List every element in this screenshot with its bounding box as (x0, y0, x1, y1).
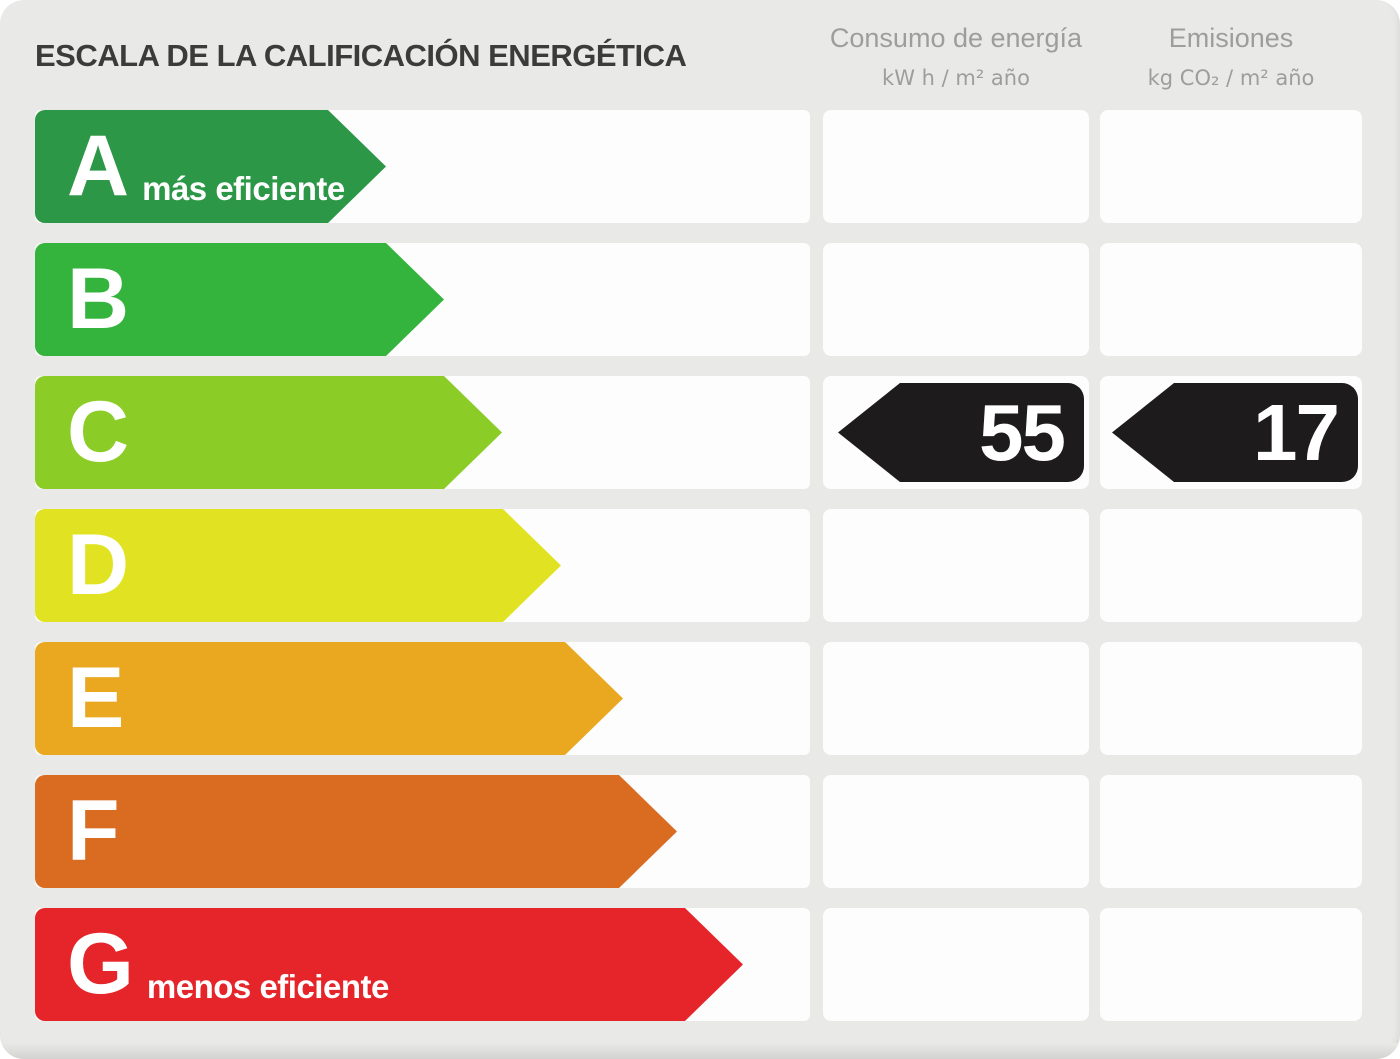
rating-letter: D (67, 516, 128, 613)
rating-letter: G (67, 915, 132, 1012)
rating-row: E (35, 642, 1362, 755)
consumo-cell (823, 775, 1089, 888)
rating-letter: F (67, 782, 118, 879)
rating-row: D (35, 509, 1362, 622)
rating-row: B (35, 243, 1362, 356)
emisiones-column-header: Emisiones kg CO₂ / m² año (1100, 23, 1362, 90)
rating-row: A más eficiente (35, 110, 1362, 223)
consumo-cell (823, 642, 1089, 755)
rating-letter: E (67, 649, 123, 746)
rating-bar: C (35, 376, 502, 489)
rating-letter: C (67, 383, 128, 480)
emisiones-column-label: Emisiones (1168, 23, 1294, 53)
consumo-cell (823, 509, 1089, 622)
rating-letter: A (67, 117, 128, 214)
rating-row: F (35, 775, 1362, 888)
rating-bar: E (35, 642, 623, 755)
emisiones-value: 17 (1253, 387, 1340, 477)
consumo-column-unit: kW h / m² año (882, 65, 1030, 90)
emisiones-cell (1100, 642, 1362, 755)
emisiones-cell (1100, 775, 1362, 888)
rating-row: C 55 17 (35, 376, 1362, 489)
rating-bar: A más eficiente (35, 110, 386, 223)
rating-bar: F (35, 775, 677, 888)
emisiones-cell (1100, 110, 1362, 223)
consumo-column-header: Consumo de energía kW h / m² año (823, 23, 1089, 90)
consumo-cell (823, 908, 1089, 1021)
rating-bar: D (35, 509, 561, 622)
consumo-cell (823, 243, 1089, 356)
rating-bar: B (35, 243, 444, 356)
rating-bar: G menos eficiente (35, 908, 743, 1021)
emisiones-column-unit: kg CO₂ / m² año (1147, 65, 1315, 90)
page-title: ESCALA DE LA CALIFICACIÓN ENERGÉTICA (35, 38, 687, 73)
rating-note: más eficiente (142, 170, 345, 207)
emisiones-cell (1100, 908, 1362, 1021)
emisiones-cell (1100, 509, 1362, 622)
consumo-cell (823, 110, 1089, 223)
rating-row: G menos eficiente (35, 908, 1362, 1021)
rating-rows: A más eficiente B C 55 17 D E (35, 110, 1362, 1041)
emisiones-cell (1100, 243, 1362, 356)
consumo-column-label: Consumo de energía (829, 23, 1083, 53)
rating-letter: B (67, 250, 128, 347)
consumo-value: 55 (979, 387, 1066, 477)
rating-note: menos eficiente (146, 968, 389, 1005)
